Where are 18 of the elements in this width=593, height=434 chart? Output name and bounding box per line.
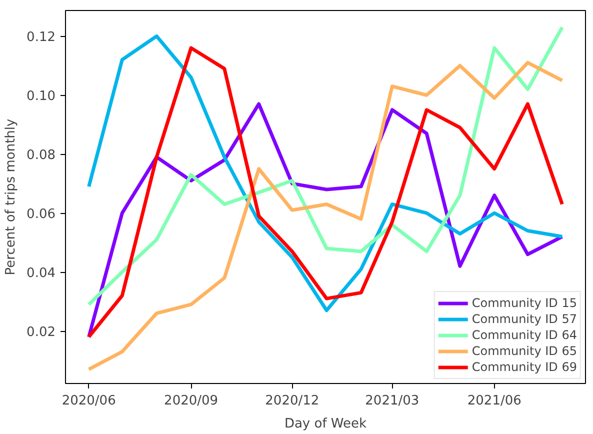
x-tick-label: 2020/09 bbox=[164, 394, 218, 408]
legend-label: Community ID 64 bbox=[472, 327, 577, 343]
x-tick-label: 2021/06 bbox=[467, 394, 522, 408]
legend-label: Community ID 57 bbox=[472, 311, 577, 327]
y-axis-title: Percent of trips monthly bbox=[4, 118, 19, 276]
y-tick-label: 0.12 bbox=[26, 30, 56, 46]
legend-label: Community ID 69 bbox=[472, 359, 577, 375]
x-axis-title: Day of Week bbox=[284, 416, 368, 432]
x-tick-label: 2020/12 bbox=[265, 394, 320, 408]
legend-label: Community ID 15 bbox=[472, 295, 577, 311]
y-tick-label: 0.06 bbox=[26, 207, 56, 222]
y-tick-label: 0.08 bbox=[26, 148, 56, 164]
legend-label: Community ID 65 bbox=[472, 343, 577, 359]
y-tick-label: 0.02 bbox=[26, 325, 56, 340]
y-tick-label: 0.04 bbox=[26, 266, 56, 282]
y-tick-label: 0.10 bbox=[26, 89, 56, 104]
x-tick-label: 2021/03 bbox=[365, 394, 420, 408]
x-tick-label: 2020/06 bbox=[62, 394, 116, 408]
